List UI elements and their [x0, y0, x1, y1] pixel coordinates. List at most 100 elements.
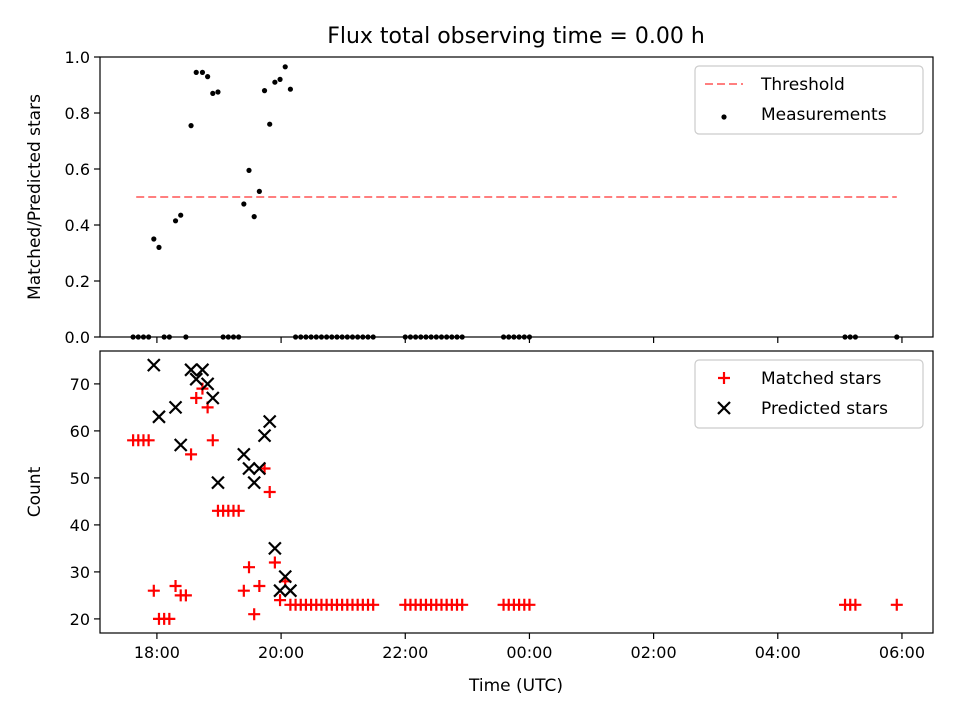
- legend: Threshold Measurements: [694, 65, 924, 135]
- predicted-stars-point: [184, 363, 198, 377]
- measurement-point: [251, 214, 257, 220]
- measurement-point: [334, 334, 340, 340]
- measurement-point: [135, 334, 141, 340]
- predicted-stars-point: [211, 475, 225, 490]
- measurement-point: [292, 334, 299, 340]
- measurement-point: [178, 212, 184, 218]
- matched-stars-point: [243, 561, 256, 574]
- matched-stars-point: [263, 486, 276, 498]
- measurement-point: [161, 334, 167, 340]
- x-tick-label: 18:00: [134, 643, 180, 662]
- measurement-point: [344, 334, 350, 340]
- legend-label: Threshold: [760, 75, 845, 95]
- measurement-point: [230, 334, 237, 340]
- measurement-point: [459, 334, 465, 340]
- matched-stars-point: [253, 580, 266, 592]
- y-tick-label: 30: [70, 563, 90, 582]
- predicted-stars-point: [268, 541, 282, 556]
- predicted-stars-point: [200, 377, 215, 391]
- predicted-stars-point: [242, 461, 256, 476]
- measurement-point: [506, 334, 512, 340]
- matched-stars-point: [248, 608, 261, 621]
- predicted-stars-point: [278, 569, 293, 584]
- y-tick-label: 1.0: [65, 48, 90, 67]
- measurement-point: [277, 76, 283, 82]
- x-tick-label: 04:00: [755, 643, 801, 662]
- measurement-point: [272, 79, 278, 85]
- measurement-point: [282, 64, 288, 70]
- matched-stars-point: [268, 556, 281, 569]
- x-tick-label: 02:00: [631, 643, 677, 662]
- measurement-point: [329, 334, 335, 340]
- legend-box: [694, 65, 924, 135]
- measurement-point: [402, 334, 408, 340]
- measurement-point: [256, 188, 262, 194]
- measurement-point: [339, 334, 345, 340]
- measurement-point: [521, 334, 527, 340]
- legend-label: Predicted stars: [761, 399, 888, 419]
- measurement-point: [156, 244, 162, 250]
- measurement-point: [303, 334, 309, 340]
- measurement-point: [298, 334, 304, 340]
- measurement-point: [172, 218, 179, 224]
- matched-stars-point: [169, 580, 182, 592]
- measurement-point: [349, 334, 356, 340]
- matched-stars-point: [274, 594, 287, 607]
- measurement-point: [324, 334, 330, 340]
- predicted-stars-point: [252, 461, 267, 476]
- matched-stars-point: [523, 598, 536, 611]
- measurement-point: [193, 69, 199, 75]
- measurement-point: [261, 88, 268, 94]
- y-tick-label: 0.2: [65, 272, 90, 291]
- measurement-point: [370, 334, 376, 340]
- x-tick-label: 06:00: [879, 643, 925, 662]
- measurement-point: [225, 334, 231, 340]
- matched-stars-point: [179, 589, 192, 602]
- matched-stars-point: [190, 392, 203, 404]
- matched-stars-point: [237, 584, 250, 597]
- measurement-point: [500, 334, 507, 340]
- measurement-point: [220, 334, 226, 340]
- predicted-stars-point: [195, 363, 210, 377]
- count-panel: 18:00 20:00 22:00 00:00 02:00 04:00 06:00 20 30 4…: [25, 350, 934, 662]
- x-tick-label: 22:00: [382, 643, 428, 662]
- predicted-stars-point: [283, 583, 298, 598]
- measurement-point: [183, 334, 189, 340]
- measurement-point: [842, 334, 848, 340]
- measurement-point: [355, 334, 361, 340]
- legend-label: Matched stars: [761, 369, 881, 389]
- measurement-point: [151, 236, 157, 242]
- legend-predicted-swatch: [717, 401, 731, 415]
- matched-stars-point: [456, 598, 469, 611]
- predicted-stars-point: [147, 358, 161, 372]
- y-tick-label: 0.4: [65, 216, 90, 235]
- legend-measurement-swatch: [721, 114, 727, 120]
- y-axis-label: Count: [25, 466, 45, 517]
- measurement-point: [313, 334, 319, 340]
- legend: Matched stars Predicted stars: [694, 359, 924, 429]
- y-tick-label: 60: [70, 422, 90, 441]
- ratio-panel: 0.0 0.2 0.4 0.6 0.8 1.0 Matched/Predicted star…: [25, 48, 934, 347]
- measurement-point: [246, 167, 252, 173]
- measurement-point: [241, 201, 247, 207]
- chart-title: Flux total observing time = 0.00 h: [327, 24, 705, 49]
- matched-stars-point: [147, 584, 160, 597]
- matched-stars-point: [367, 598, 380, 611]
- measurement-point: [267, 121, 273, 127]
- axes-frame: [99, 350, 934, 634]
- y-tick-label: 40: [70, 516, 90, 535]
- matched-stars-point: [163, 612, 176, 625]
- measurement-point: [210, 90, 216, 96]
- matched-stars-point: [185, 448, 198, 461]
- measurement-point: [140, 334, 147, 340]
- measurement-point: [526, 334, 533, 340]
- predicted-stars-point: [206, 391, 220, 405]
- measurement-point: [308, 334, 314, 340]
- measurement-point: [146, 334, 152, 340]
- y-tick-label: 20: [70, 610, 90, 629]
- measurement-point: [130, 334, 136, 340]
- y-axis-label: Matched/Predicted stars: [25, 94, 45, 300]
- matched-stars-point: [206, 434, 219, 447]
- matched-stars-point: [890, 598, 903, 611]
- predicted-stars-point: [262, 414, 277, 429]
